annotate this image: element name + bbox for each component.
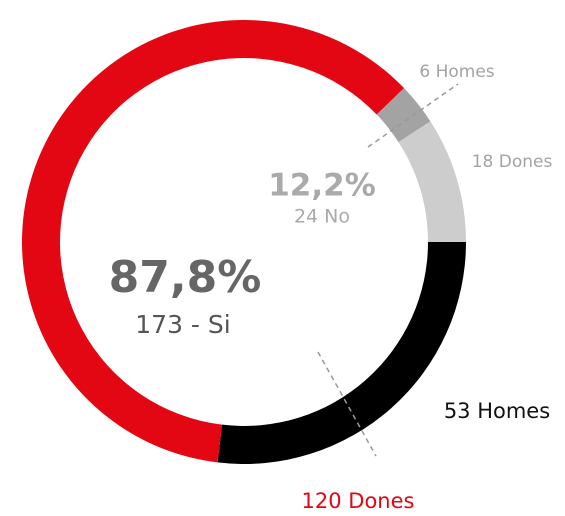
donut-segment [376, 88, 431, 143]
segment-label: 6 Homes [419, 62, 494, 82]
secondary-value: 12,2% [268, 168, 376, 204]
donut-segment [21, 19, 405, 463]
leader-line [317, 351, 377, 457]
leader-line [367, 83, 459, 148]
secondary-label: 24 No [294, 206, 350, 228]
donut-segment [217, 242, 466, 464]
segment-label: 18 Dones [472, 152, 553, 172]
segment-label: 120 Dones [302, 489, 415, 513]
donut-segment [398, 121, 466, 242]
center-label: 173 - Si [135, 310, 230, 339]
segment-label: 53 Homes [444, 399, 550, 423]
donut [21, 19, 466, 464]
center-value: 87,8% [109, 252, 262, 303]
